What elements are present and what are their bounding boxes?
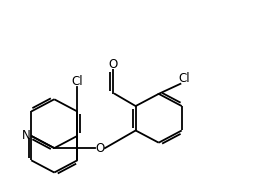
Text: N: N [22, 129, 31, 142]
Text: O: O [95, 142, 104, 155]
Text: Cl: Cl [72, 75, 83, 88]
Text: Cl: Cl [178, 73, 190, 85]
Text: O: O [108, 58, 117, 71]
